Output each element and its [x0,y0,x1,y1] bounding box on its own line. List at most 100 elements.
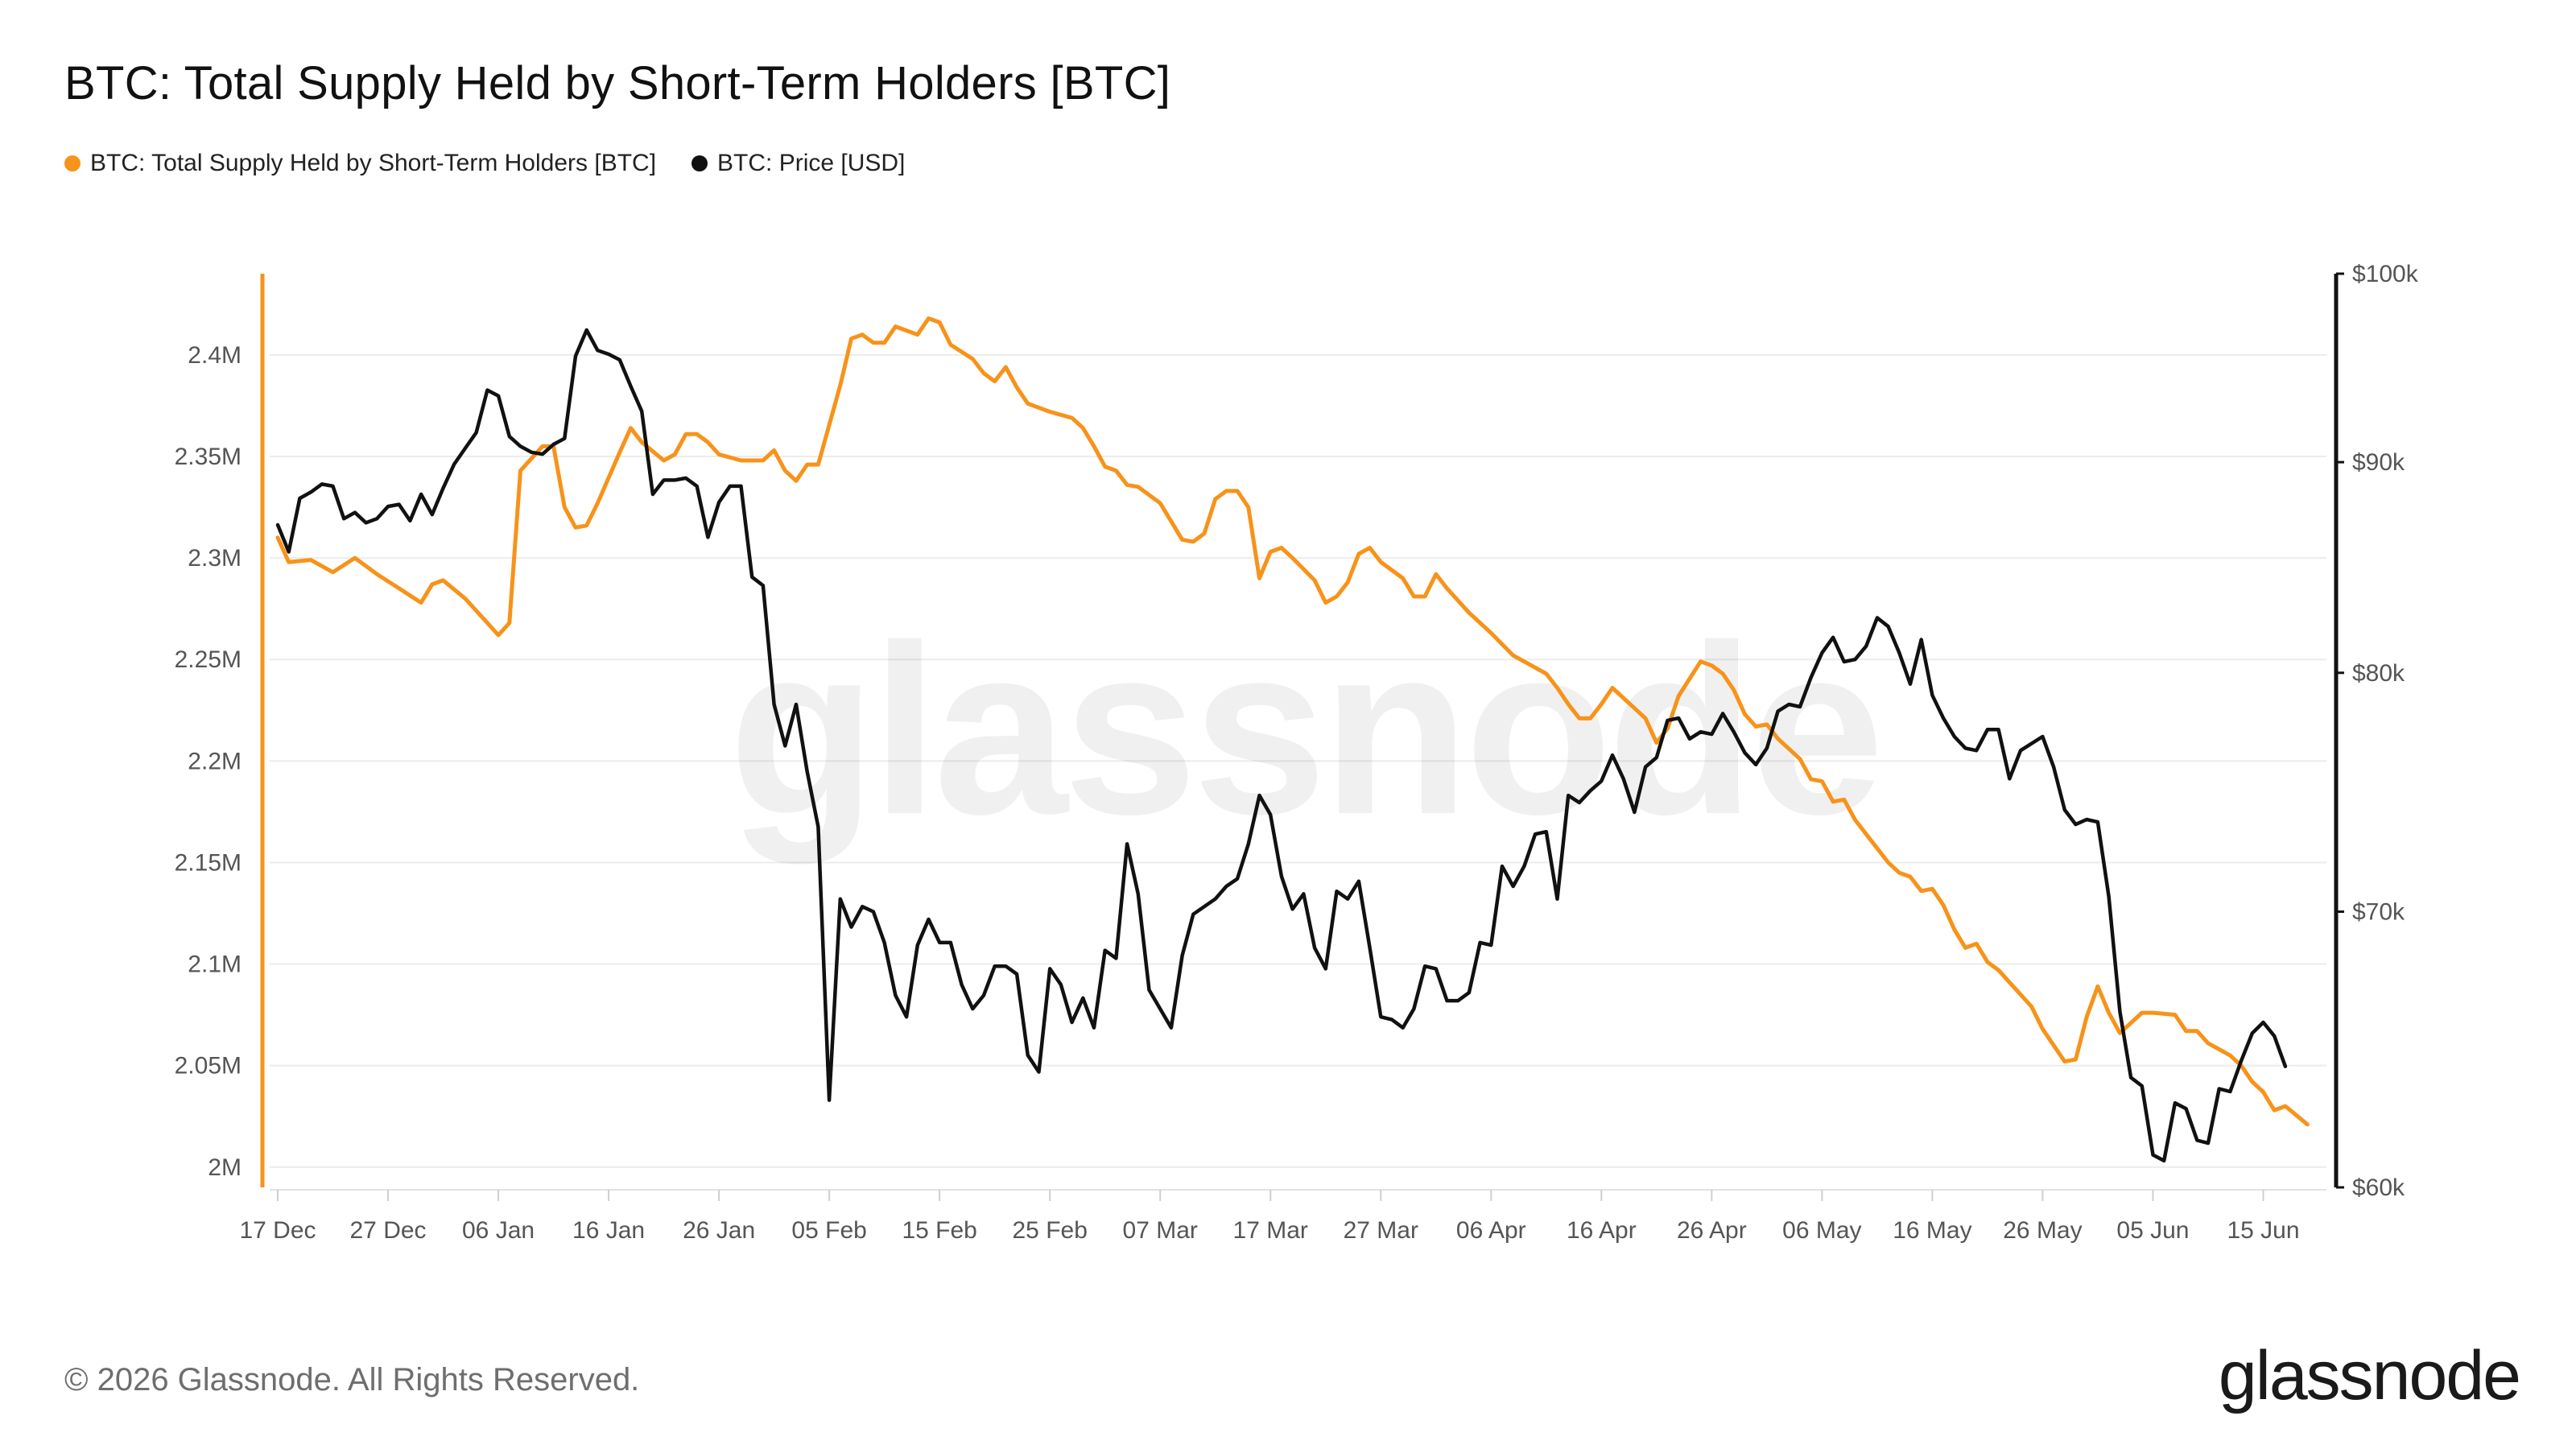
data-point-sth-supply[interactable] [1486,628,1496,638]
data-point-sth-supply[interactable] [1012,382,1022,392]
data-point-price[interactable] [1443,996,1452,1005]
data-point-price[interactable] [1905,679,1915,689]
data-point-sth-supply[interactable] [1983,957,1992,967]
data-point-sth-supply[interactable] [2225,1051,2235,1060]
data-point-price[interactable] [1729,727,1739,737]
data-point-price[interactable] [1365,943,1375,952]
data-point-price[interactable] [472,427,481,437]
data-point-price[interactable] [1851,654,1860,664]
data-point-price[interactable] [1575,798,1584,807]
data-point-price[interactable] [1497,861,1507,871]
data-point-sth-supply[interactable] [394,584,404,593]
data-point-price[interactable] [2104,892,2114,902]
data-point-price[interactable] [361,518,371,527]
data-point-price[interactable] [1133,889,1143,898]
data-point-sth-supply[interactable] [1718,669,1728,679]
data-point-price[interactable] [1530,829,1540,839]
data-point-price[interactable] [526,448,536,457]
data-point-sth-supply[interactable] [1354,549,1364,559]
data-point-sth-supply[interactable] [439,576,448,585]
data-point-sth-supply[interactable] [350,553,360,563]
data-point-sth-supply[interactable] [1586,713,1596,723]
data-point-sth-supply[interactable] [2137,1008,2147,1018]
data-point-price[interactable] [1762,743,1772,753]
data-point-sth-supply[interactable] [979,369,989,378]
data-point-sth-supply[interactable] [1707,661,1716,671]
data-point-sth-supply[interactable] [1596,700,1606,709]
data-point-price[interactable] [1884,621,1893,631]
data-point-sth-supply[interactable] [1509,650,1518,660]
series-line-price[interactable] [275,328,2288,1163]
data-point-sth-supply[interactable] [1641,713,1650,723]
data-point-price[interactable] [306,487,316,497]
data-point-price[interactable] [714,497,724,507]
data-point-price[interactable] [692,481,702,491]
data-point-price[interactable] [1166,1023,1176,1033]
data-point-sth-supply[interactable] [1365,543,1375,553]
data-point-sth-supply[interactable] [714,450,724,460]
data-point-sth-supply[interactable] [505,618,514,628]
data-point-price[interactable] [1409,1004,1418,1013]
data-point-price[interactable] [1839,657,1849,667]
data-point-sth-supply[interactable] [2060,1057,2070,1067]
data-point-sth-supply[interactable] [1994,965,2004,975]
data-point-price[interactable] [1100,946,1110,956]
data-point-price[interactable] [1486,940,1496,950]
data-point-price[interactable] [2203,1138,2213,1148]
data-point-sth-supply[interactable] [1950,925,1959,935]
data-point-sth-supply[interactable] [2192,1026,2202,1036]
data-point-price[interactable] [2149,1150,2158,1160]
data-point-price[interactable] [659,475,669,485]
data-point-price[interactable] [2126,1073,2136,1083]
data-point-price[interactable] [1629,807,1639,817]
data-point-sth-supply[interactable] [626,423,636,433]
data-point-price[interactable] [1773,707,1783,716]
data-point-price[interactable] [637,407,646,416]
data-point-price[interactable] [2281,1062,2290,1071]
data-point-sth-supply[interactable] [1751,722,1761,732]
data-point-sth-supply[interactable] [2037,1024,2047,1034]
data-point-price[interactable] [1994,724,2004,734]
data-point-price[interactable] [2060,805,2070,815]
data-point-price[interactable] [427,510,437,519]
data-point-price[interactable] [1983,724,1992,734]
data-point-price[interactable] [2027,739,2037,749]
data-point-sth-supply[interactable] [1674,691,1683,701]
data-point-price[interactable] [1795,702,1805,712]
data-point-sth-supply[interactable] [1740,709,1750,719]
data-point-price[interactable] [1255,791,1265,800]
data-point-price[interactable] [725,481,735,491]
data-point-sth-supply[interactable] [1608,683,1617,693]
data-point-sth-supply[interactable] [1310,576,1319,585]
data-point-price[interactable] [582,325,592,335]
data-point-sth-supply[interactable] [1221,486,1231,496]
data-point-sth-supply[interactable] [284,557,294,567]
data-point-sth-supply[interactable] [1133,482,1143,492]
data-point-sth-supply[interactable] [1211,494,1220,504]
data-point-sth-supply[interactable] [1277,543,1286,553]
data-point-sth-supply[interactable] [328,568,338,577]
data-point-price[interactable] [2182,1104,2191,1113]
data-point-sth-supply[interactable] [1917,886,1926,896]
data-point-sth-supply[interactable] [1553,683,1563,693]
data-point-sth-supply[interactable] [2093,981,2103,991]
data-point-sth-supply[interactable] [1971,939,1981,948]
data-point-sth-supply[interactable] [780,466,790,476]
data-point-price[interactable] [1619,774,1629,783]
data-point-price[interactable] [1034,1067,1044,1077]
data-point-price[interactable] [284,547,294,557]
data-point-price[interactable] [648,489,658,499]
data-point-sth-supply[interactable] [1100,462,1110,472]
data-point-price[interactable] [1067,1018,1077,1027]
data-point-price[interactable] [1221,881,1231,891]
data-point-sth-supply[interactable] [880,338,890,348]
data-point-sth-supply[interactable] [1111,466,1121,476]
data-point-price[interactable] [1023,1051,1033,1060]
data-point-price[interactable] [935,938,944,947]
data-point-sth-supply[interactable] [913,330,923,340]
data-point-price[interactable] [2159,1156,2169,1166]
data-point-price[interactable] [1277,872,1286,881]
data-point-price[interactable] [1332,886,1342,896]
data-point-sth-supply[interactable] [758,456,768,465]
